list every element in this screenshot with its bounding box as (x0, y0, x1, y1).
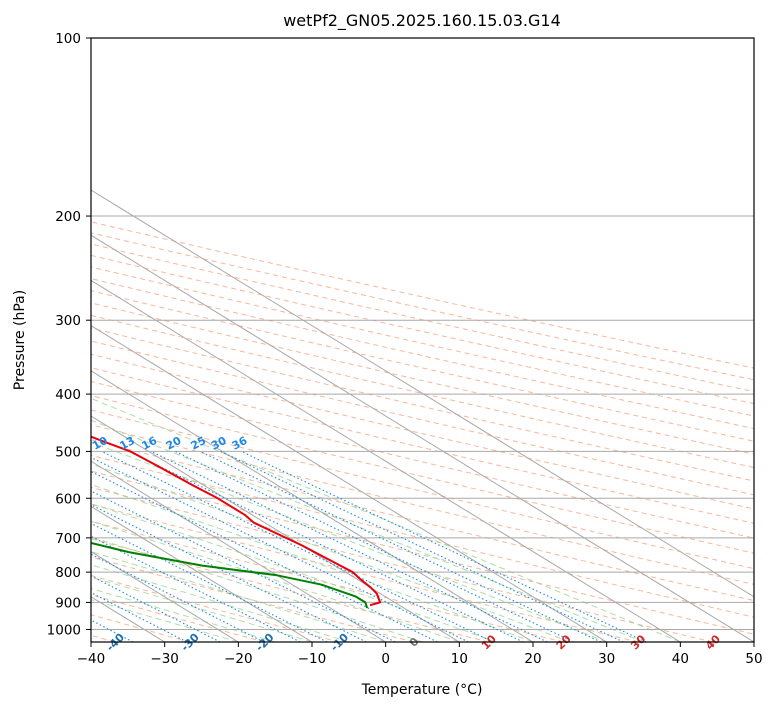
isotherm-line (91, 551, 239, 642)
y-tick-label: 900 (55, 595, 81, 611)
y-tick-label: 100 (55, 31, 81, 47)
y-tick-label: 600 (55, 491, 81, 507)
isotherm-line (91, 279, 681, 642)
dry-adiabat-line (91, 439, 754, 602)
isotherm-line (91, 189, 754, 598)
moist-adiabat-line (91, 419, 644, 642)
moist-adiabat-line (91, 576, 313, 642)
dry-adiabat-line (91, 470, 754, 635)
moist-adiabat-line (91, 551, 386, 642)
x-tick-label: 30 (598, 651, 615, 667)
dry-adiabat-line (91, 454, 754, 618)
dry-adiabat-line (91, 409, 754, 570)
mixing-ratio-line (199, 450, 602, 642)
y-tick-label: 1000 (47, 622, 81, 638)
mixing-ratio-label: 16 (140, 434, 160, 453)
mixing-ratio-label: 20 (164, 434, 184, 453)
mixing-ratio-line (91, 553, 265, 642)
moist-adiabat-line (91, 588, 276, 642)
dry-adiabat-line (91, 232, 754, 381)
dry-adiabat-line (91, 424, 754, 585)
x-tick-label: −30 (150, 651, 179, 667)
moist-adiabat-line (91, 599, 239, 642)
mixing-ratio-line (91, 490, 396, 642)
dry-adiabat-line (91, 520, 564, 642)
mixing-ratio-label: 25 (189, 434, 209, 453)
mixing-ratio-label: 13 (117, 434, 137, 453)
moist-adiabat-line (91, 484, 534, 642)
dry-adiabat-line (91, 380, 754, 539)
dewpoint-profile-line (91, 541, 369, 609)
dry-adiabat-line (91, 503, 639, 642)
mixing-ratio-line (241, 450, 647, 642)
dry-adiabat-line (91, 314, 754, 469)
background-lines (91, 38, 754, 642)
axis-ticks: −40 −30 −20 −10 0 10 20 30 40 50 100 200 300 400 500 60… (47, 31, 763, 667)
moist-adiabat-line (91, 536, 423, 642)
x-axis-label: Temperature (°C) (361, 682, 483, 698)
mixing-ratio-line (91, 522, 328, 642)
isotherm-line (91, 325, 607, 642)
mixing-ratio-line (101, 450, 494, 642)
y-axis-label: Pressure (hPa) (12, 290, 28, 390)
moist-adiabat-line (91, 520, 460, 642)
dry-adiabat-line (91, 353, 754, 510)
moist-adiabat-line (91, 564, 349, 642)
x-tick-label: −20 (224, 651, 253, 667)
temperature-profile-line (91, 435, 382, 607)
mixing-ratio-line (150, 450, 548, 642)
dry-adiabat-line (91, 327, 754, 482)
dry-adiabat-line (91, 367, 754, 524)
y-tick-label: 300 (55, 313, 81, 329)
isotherm-line (91, 460, 386, 642)
dry-adiabat-line (91, 594, 265, 642)
moist-adiabat-line (91, 463, 570, 642)
plot-frame (90, 37, 755, 643)
dry-adiabat-line (91, 575, 340, 642)
mixing-ratio-line (91, 504, 367, 642)
dry-adiabat-line (91, 254, 754, 405)
dry-adiabat-line (91, 556, 415, 642)
mixing-ratio-label: 36 (230, 434, 250, 453)
y-tick-label: 500 (55, 444, 81, 460)
isotherm-line (91, 415, 460, 642)
mixing-ratio-line (91, 470, 438, 642)
isotherm-line (91, 234, 754, 642)
dry-adiabat-line (91, 538, 489, 642)
x-tick-label: 40 (672, 651, 689, 667)
dry-adiabat-line (91, 266, 754, 417)
dry-adiabat-line (91, 395, 754, 554)
chart-title: wetPf2_GN05.2025.160.15.03.G14 (283, 11, 561, 31)
x-tick-label: 10 (451, 651, 468, 667)
dry-adiabat-line (91, 243, 754, 393)
mixing-ratio-label: 30 (209, 434, 229, 453)
y-tick-label: 400 (55, 387, 81, 403)
moist-adiabat-line (91, 503, 497, 642)
y-tick-label: 200 (55, 209, 81, 225)
isotherm-line (91, 370, 534, 642)
moist-adiabat-line (91, 397, 681, 642)
dry-adiabat-line (91, 340, 754, 496)
dry-adiabat-line (91, 614, 190, 642)
dry-adiabat-line (91, 221, 754, 369)
mixing-ratio-line (128, 450, 524, 642)
y-tick-label: 800 (55, 565, 81, 581)
dry-adiabat-line (91, 290, 754, 442)
x-tick-label: 20 (524, 651, 541, 667)
dry-adiabat-line (91, 302, 754, 455)
dry-adiabat-line (91, 278, 754, 430)
x-tick-label: 0 (381, 651, 390, 667)
x-tick-label: 50 (745, 651, 762, 667)
x-tick-label: −40 (77, 651, 106, 667)
x-tick-label: −10 (298, 651, 327, 667)
mixing-ratio-line (220, 450, 624, 642)
mixing-ratio-line (91, 535, 301, 642)
profile-series (91, 435, 382, 609)
y-tick-label: 700 (55, 531, 81, 547)
moist-adiabat-line (91, 441, 607, 642)
mixing-ratio-label: 10 (90, 434, 110, 453)
isotherm-line (91, 505, 313, 642)
